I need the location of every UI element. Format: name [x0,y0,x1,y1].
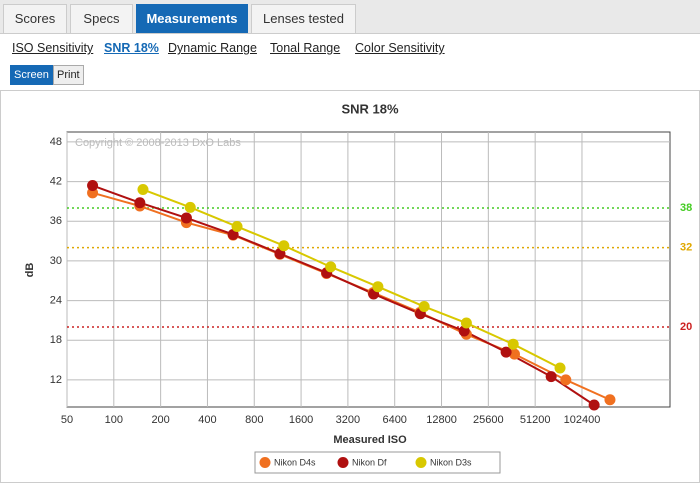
y-tick-label: 12 [50,374,62,386]
x-tick-label: 100 [105,414,123,426]
legend-marker [337,457,349,468]
x-tick-label: 6400 [382,414,406,426]
data-point [418,301,430,313]
y-tick-label: 30 [50,255,62,267]
x-tick-label: 200 [151,414,169,426]
data-point [180,212,192,224]
y-tick-label: 42 [50,175,62,187]
data-point [372,281,384,293]
x-tick-label: 12800 [426,414,457,426]
x-tick-label: 800 [245,414,263,426]
legend-marker [415,457,427,468]
data-point [184,201,196,213]
chart-title: SNR 18% [341,101,399,116]
x-axis-label: Measured ISO [333,434,407,446]
watermark: Copyright © 2008-2013 DxO Labs [75,137,241,149]
y-tick-label: 24 [50,294,62,306]
x-tick-label: 102400 [564,414,601,426]
y-axis-label: dB [24,263,36,278]
data-point [545,371,557,383]
x-tick-label: 50 [61,414,73,426]
subtab[interactable]: Dynamic Range [168,41,257,55]
data-point [508,348,520,360]
tab[interactable]: Specs [70,4,133,33]
x-tick-label: 3200 [336,414,360,426]
tab-active[interactable]: Measurements [136,4,248,33]
subtab[interactable]: Tonal Range [270,41,341,55]
plot-area [66,131,671,408]
x-tick-label: 51200 [520,414,551,426]
data-point [588,399,600,411]
reference-label: 20 [680,321,692,333]
legend-box [254,451,501,474]
data-point [460,317,472,329]
reference-label: 32 [680,242,692,254]
tab[interactable]: Scores [3,4,67,33]
legend-label: Nikon Df [352,457,387,467]
x-tick-label: 400 [198,414,216,426]
x-tick-label: 1600 [289,414,313,426]
x-tick-label: 25600 [473,414,504,426]
legend-label: Nikon D4s [274,457,316,467]
tab-bar: Scores Specs Measurements Lenses tested [0,0,700,34]
subtab[interactable]: Color Sensitivity [355,41,445,55]
tab[interactable]: Lenses tested [251,4,356,33]
data-point [604,394,616,406]
data-point [500,346,512,358]
y-tick-label: 48 [50,136,62,148]
data-point [134,197,146,209]
screen-button[interactable]: Screen [10,65,53,85]
subtab[interactable]: ISO Sensitivity [12,41,94,55]
data-point [278,240,290,252]
data-point [325,261,337,273]
legend-label: Nikon D3s [430,457,472,467]
y-tick-label: 18 [50,334,62,346]
data-point [560,374,572,386]
data-point [87,180,99,192]
reference-label: 38 [680,202,692,214]
subtab-active[interactable]: SNR 18% [104,41,159,55]
data-point [554,362,566,374]
print-button[interactable]: Print [53,65,84,85]
y-tick-label: 36 [50,215,62,227]
data-point [507,338,519,350]
legend-marker [259,457,271,468]
data-point [137,184,149,196]
series-line [142,188,561,369]
data-point [231,221,243,233]
